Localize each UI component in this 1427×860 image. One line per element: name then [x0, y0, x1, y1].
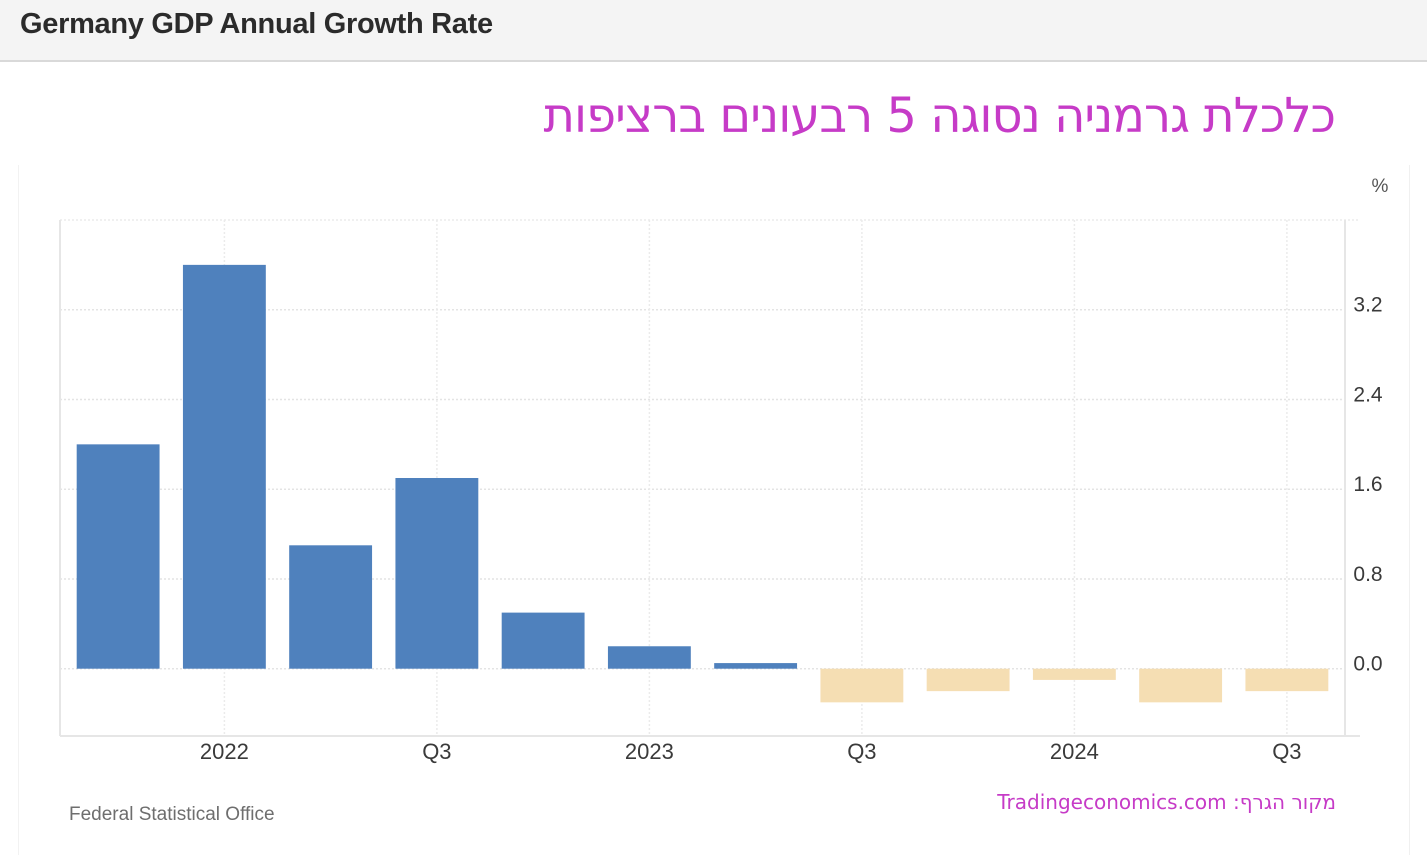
data-source-label: Federal Statistical Office: [69, 804, 275, 825]
page-header: Germany GDP Annual Growth Rate: [0, 0, 1427, 62]
bar-positive[interactable]: [501, 612, 585, 669]
page-title: Germany GDP Annual Growth Rate: [20, 8, 493, 40]
hebrew-headline: כלכלת גרמניה נסוגה 5 רבעונים ברציפות: [543, 88, 1336, 144]
bar-negative[interactable]: [820, 668, 904, 703]
bar-positive[interactable]: [289, 545, 373, 669]
axes: 0.0 0.8 1.6 2.4 3.2 2022 Q3 2023 Q3 2024 Q3: [59, 220, 1383, 764]
x-tick-label: 2023: [625, 739, 674, 764]
chart-frame: [18, 165, 1410, 855]
bar-positive[interactable]: [607, 646, 691, 669]
x-tick-label: Q3: [1272, 739, 1301, 764]
y-tick-label: 2.4: [1353, 383, 1383, 406]
bar-negative[interactable]: [1032, 668, 1116, 680]
x-tick-label: Q3: [422, 739, 451, 764]
bar-negative[interactable]: [926, 668, 1010, 692]
y-tick-label: 1.6: [1353, 473, 1382, 496]
bar-positive[interactable]: [76, 444, 160, 669]
bar-positive[interactable]: [182, 264, 266, 669]
y-tick-label: 3.2: [1353, 294, 1382, 317]
y-tick-label: 0.8: [1353, 563, 1382, 586]
bar-negative[interactable]: [1245, 668, 1329, 692]
bar-negative[interactable]: [1139, 668, 1223, 703]
bar-positive[interactable]: [395, 478, 479, 669]
x-tick-label: 2024: [1050, 739, 1099, 764]
bars: [76, 264, 1329, 703]
bar-positive[interactable]: [714, 663, 798, 669]
y-tick-label: 0.0: [1353, 653, 1382, 676]
y-axis-unit-label: %: [1372, 176, 1389, 197]
x-tick-label: Q3: [847, 739, 876, 764]
chart-credit: מקור הגרף: Tradingeconomics.com: [997, 790, 1336, 814]
x-tick-label: 2022: [200, 739, 249, 764]
